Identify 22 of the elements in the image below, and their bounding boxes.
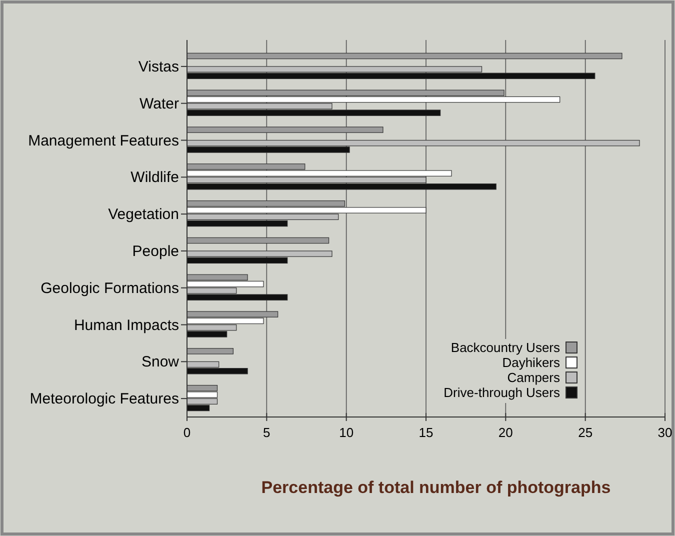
y-tick-label: Management Features (28, 132, 179, 150)
y-tick-label: Wildlife (130, 169, 179, 186)
y-tick-label: Geologic Formations (40, 280, 179, 297)
y-tick-label: Vistas (138, 58, 179, 76)
x-tick-label: 30 (658, 425, 672, 440)
y-tick-label: People (132, 242, 179, 260)
y-tick-label: Water (140, 95, 179, 112)
legend-label: Backcountry Users (450, 340, 560, 355)
x-tick-label: 15 (418, 425, 434, 440)
y-tick-label: Vegetation (108, 206, 179, 224)
x-tick-label: 5 (263, 425, 270, 440)
x-tick-label: 25 (578, 425, 593, 440)
legend-label: Campers (507, 370, 560, 385)
legend-label: Drive-through Users (444, 385, 560, 400)
x-tick-label: 10 (339, 425, 354, 440)
legend-label: Dayhikers (502, 355, 560, 370)
y-tick-label: Human Impacts (74, 316, 179, 334)
x-tick-label: 20 (498, 425, 513, 440)
y-tick-label: Snow (141, 354, 180, 371)
x-tick-label: 0 (183, 425, 191, 440)
y-tick-label: Meteorologic Features (30, 390, 179, 408)
x-axis-title: Percentage of total number of photographs (261, 478, 611, 497)
